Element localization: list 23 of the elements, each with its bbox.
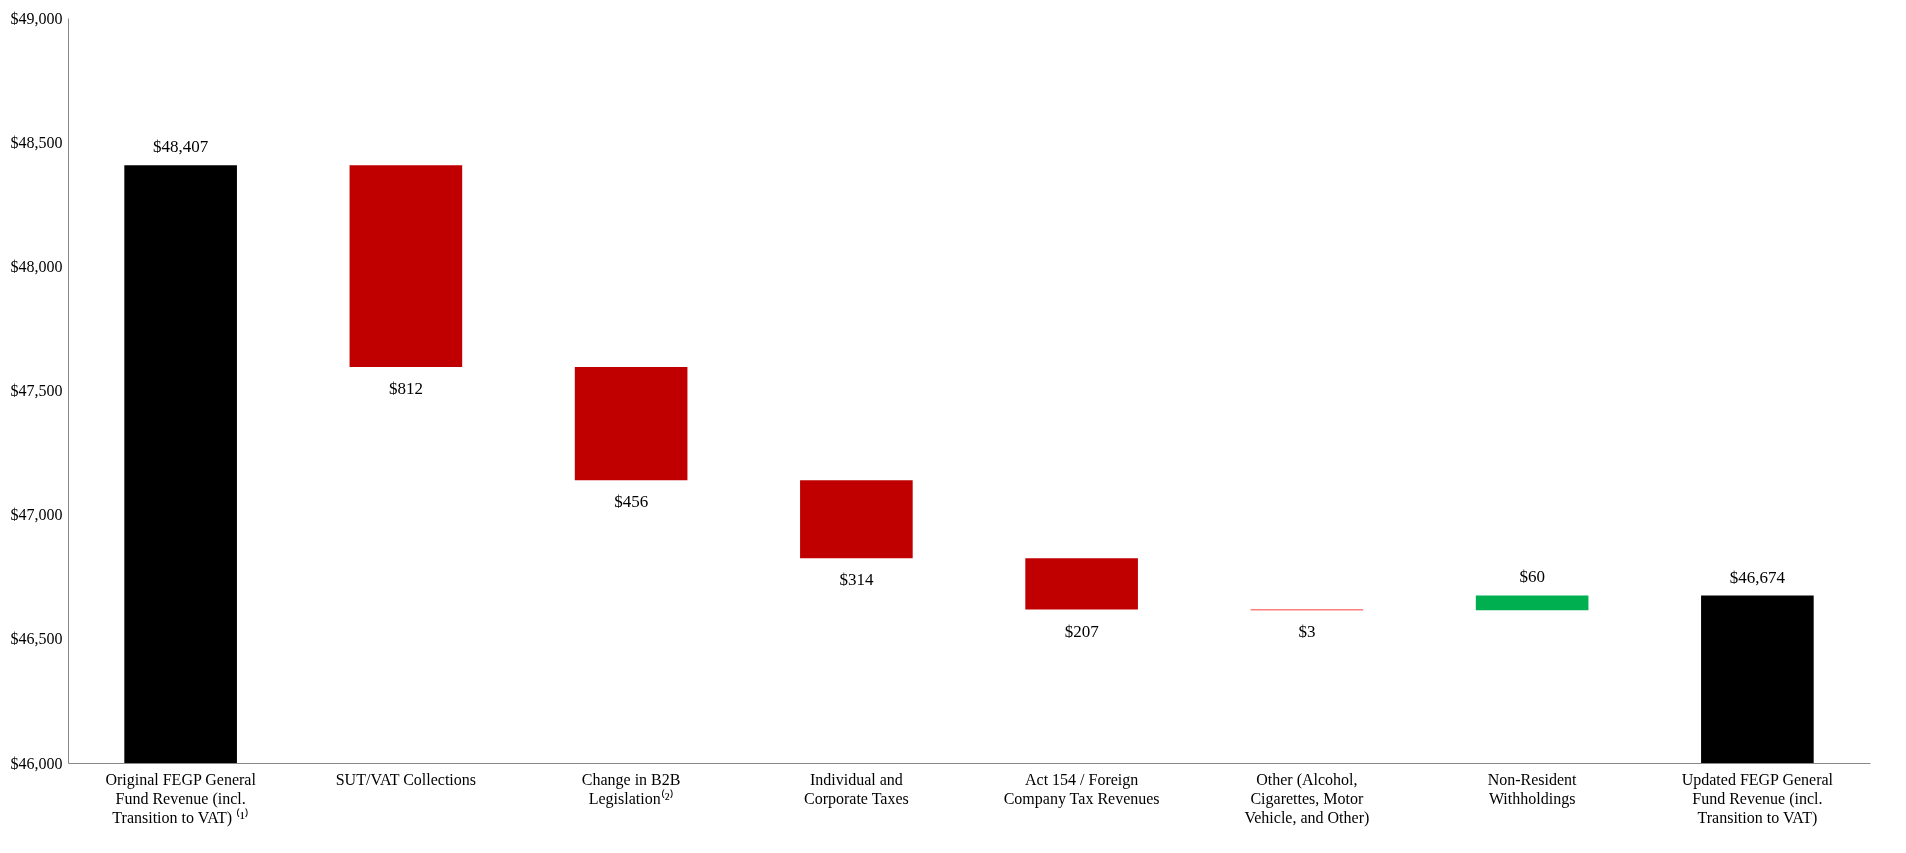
data-label: $60 bbox=[1519, 567, 1545, 587]
x-tick-label: Change in B2B Legislation⁽²⁾ bbox=[581, 770, 681, 808]
data-label: $48,407 bbox=[153, 137, 209, 157]
data-label: $207 bbox=[1064, 621, 1100, 641]
y-tick-label: $48,000 bbox=[10, 257, 63, 275]
data-label: $812 bbox=[388, 378, 423, 398]
x-tick-label: Non-Resident Withholdings bbox=[1487, 770, 1578, 808]
y-tick-label: $46,500 bbox=[10, 630, 63, 648]
x-tick-label: Updated FEGP General Fund Revenue (incl. Transition to VAT) bbox=[1681, 770, 1834, 827]
data-label: $456 bbox=[614, 492, 649, 512]
y-tick-label: $47,000 bbox=[10, 506, 63, 524]
data-label: $46,674 bbox=[1729, 567, 1786, 587]
x-tick-label: Other (Alcohol, Cigarettes, Motor Vehicle, and Other) bbox=[1244, 770, 1370, 827]
y-tick-label: $48,500 bbox=[10, 133, 63, 151]
y-tick-label: $47,500 bbox=[10, 382, 63, 399]
data-label: $314 bbox=[839, 570, 874, 590]
x-tick-label: SUT/VAT Collections bbox=[335, 770, 477, 788]
x-tick-label: Individual and Corporate Taxes bbox=[803, 770, 909, 808]
y-tick-label: $46,000 bbox=[10, 754, 63, 772]
data-label: $3 bbox=[1298, 622, 1316, 642]
y-tick-label: $49,000 bbox=[10, 9, 63, 27]
x-tick-label: Act 154 / Foreign Company Tax Revenues bbox=[1003, 770, 1160, 808]
x-tick-label: Original FEGP General Fund Revenue (incl. Transition to VAT) ⁽¹⁾ bbox=[105, 770, 257, 827]
